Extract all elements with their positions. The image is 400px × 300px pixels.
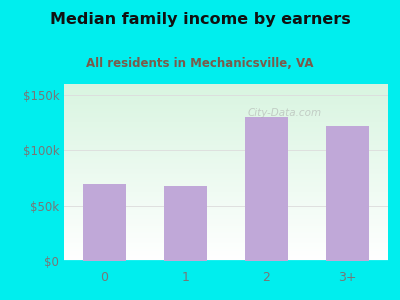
Bar <box>164 186 206 261</box>
Text: Median family income by earners: Median family income by earners <box>50 12 350 27</box>
Text: All residents in Mechanicsville, VA: All residents in Mechanicsville, VA <box>86 57 314 70</box>
Bar <box>246 117 288 261</box>
Bar <box>326 126 368 261</box>
Bar <box>84 184 126 261</box>
Text: City-Data.com: City-Data.com <box>247 108 321 118</box>
